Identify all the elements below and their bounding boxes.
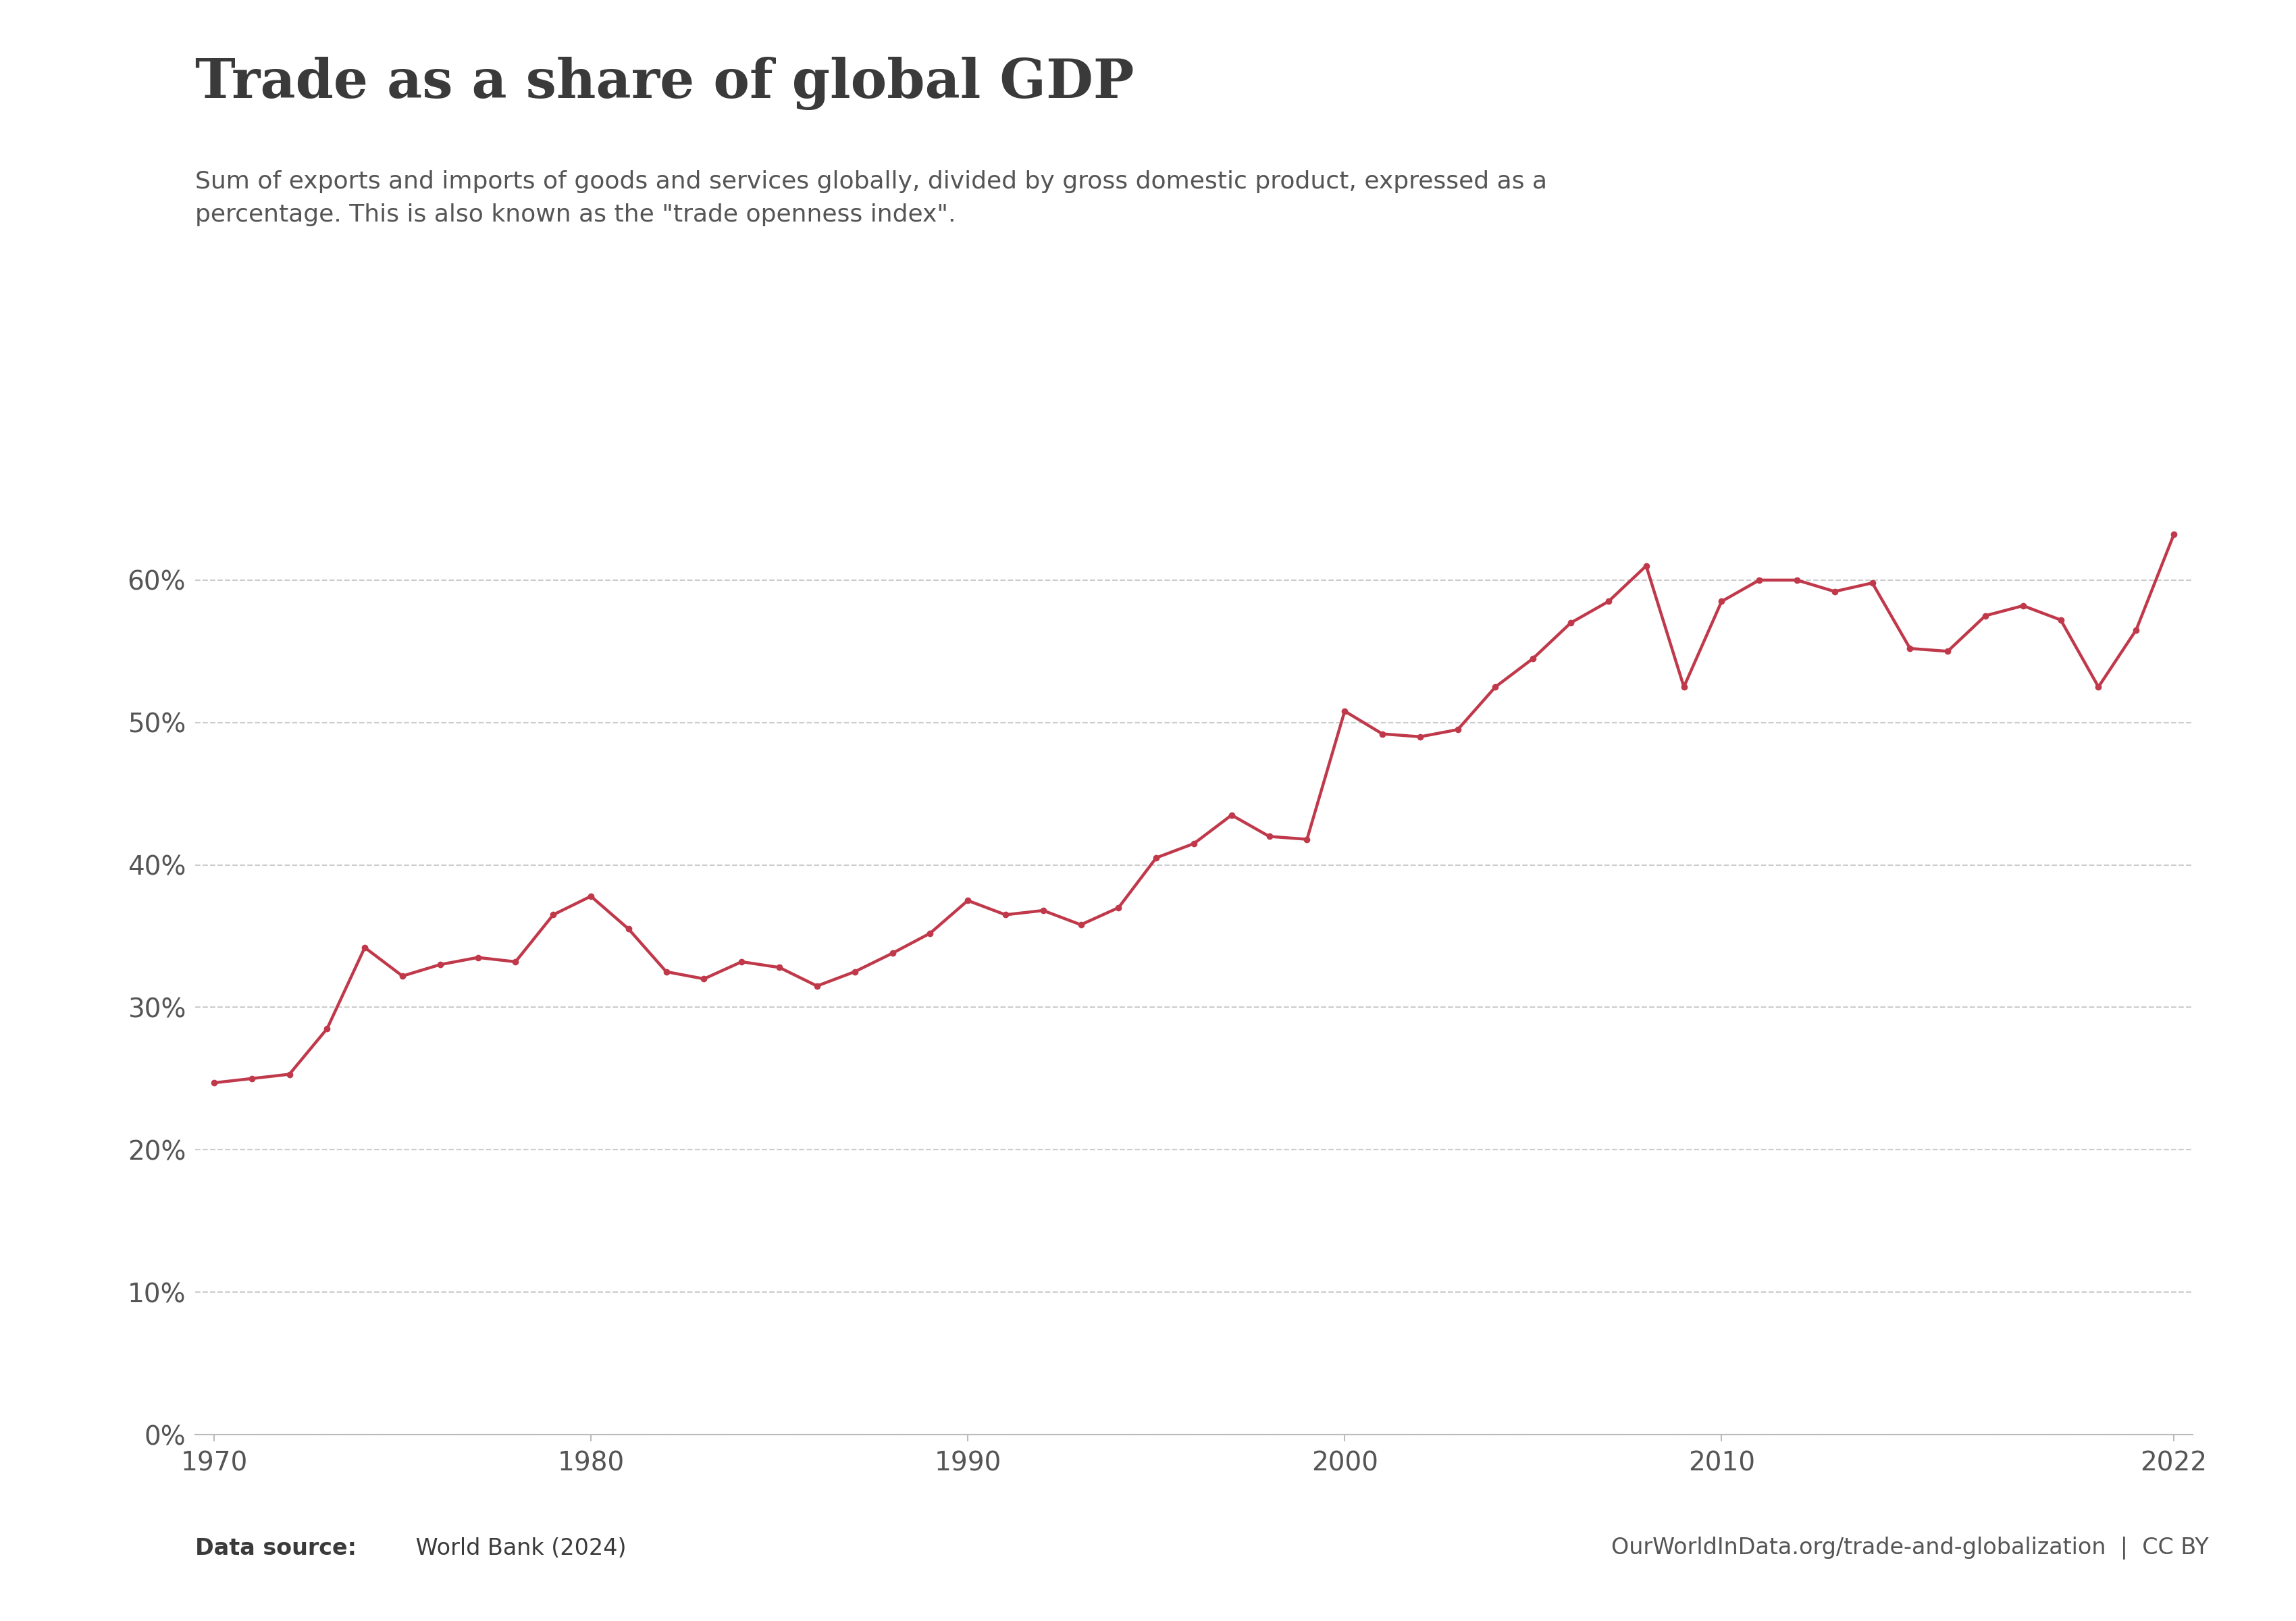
Text: Our World: Our World (2020, 62, 2147, 84)
Text: World Bank (2024): World Bank (2024) (409, 1537, 627, 1559)
Text: Sum of exports and imports of goods and services globally, divided by gross dome: Sum of exports and imports of goods and … (195, 170, 1548, 227)
Text: in Data: in Data (2039, 109, 2128, 131)
Text: OurWorldInData.org/trade-and-globalization  |  CC BY: OurWorldInData.org/trade-and-globalizati… (1612, 1537, 2209, 1559)
Text: Data source:: Data source: (195, 1537, 356, 1559)
Text: Trade as a share of global GDP: Trade as a share of global GDP (195, 57, 1134, 110)
